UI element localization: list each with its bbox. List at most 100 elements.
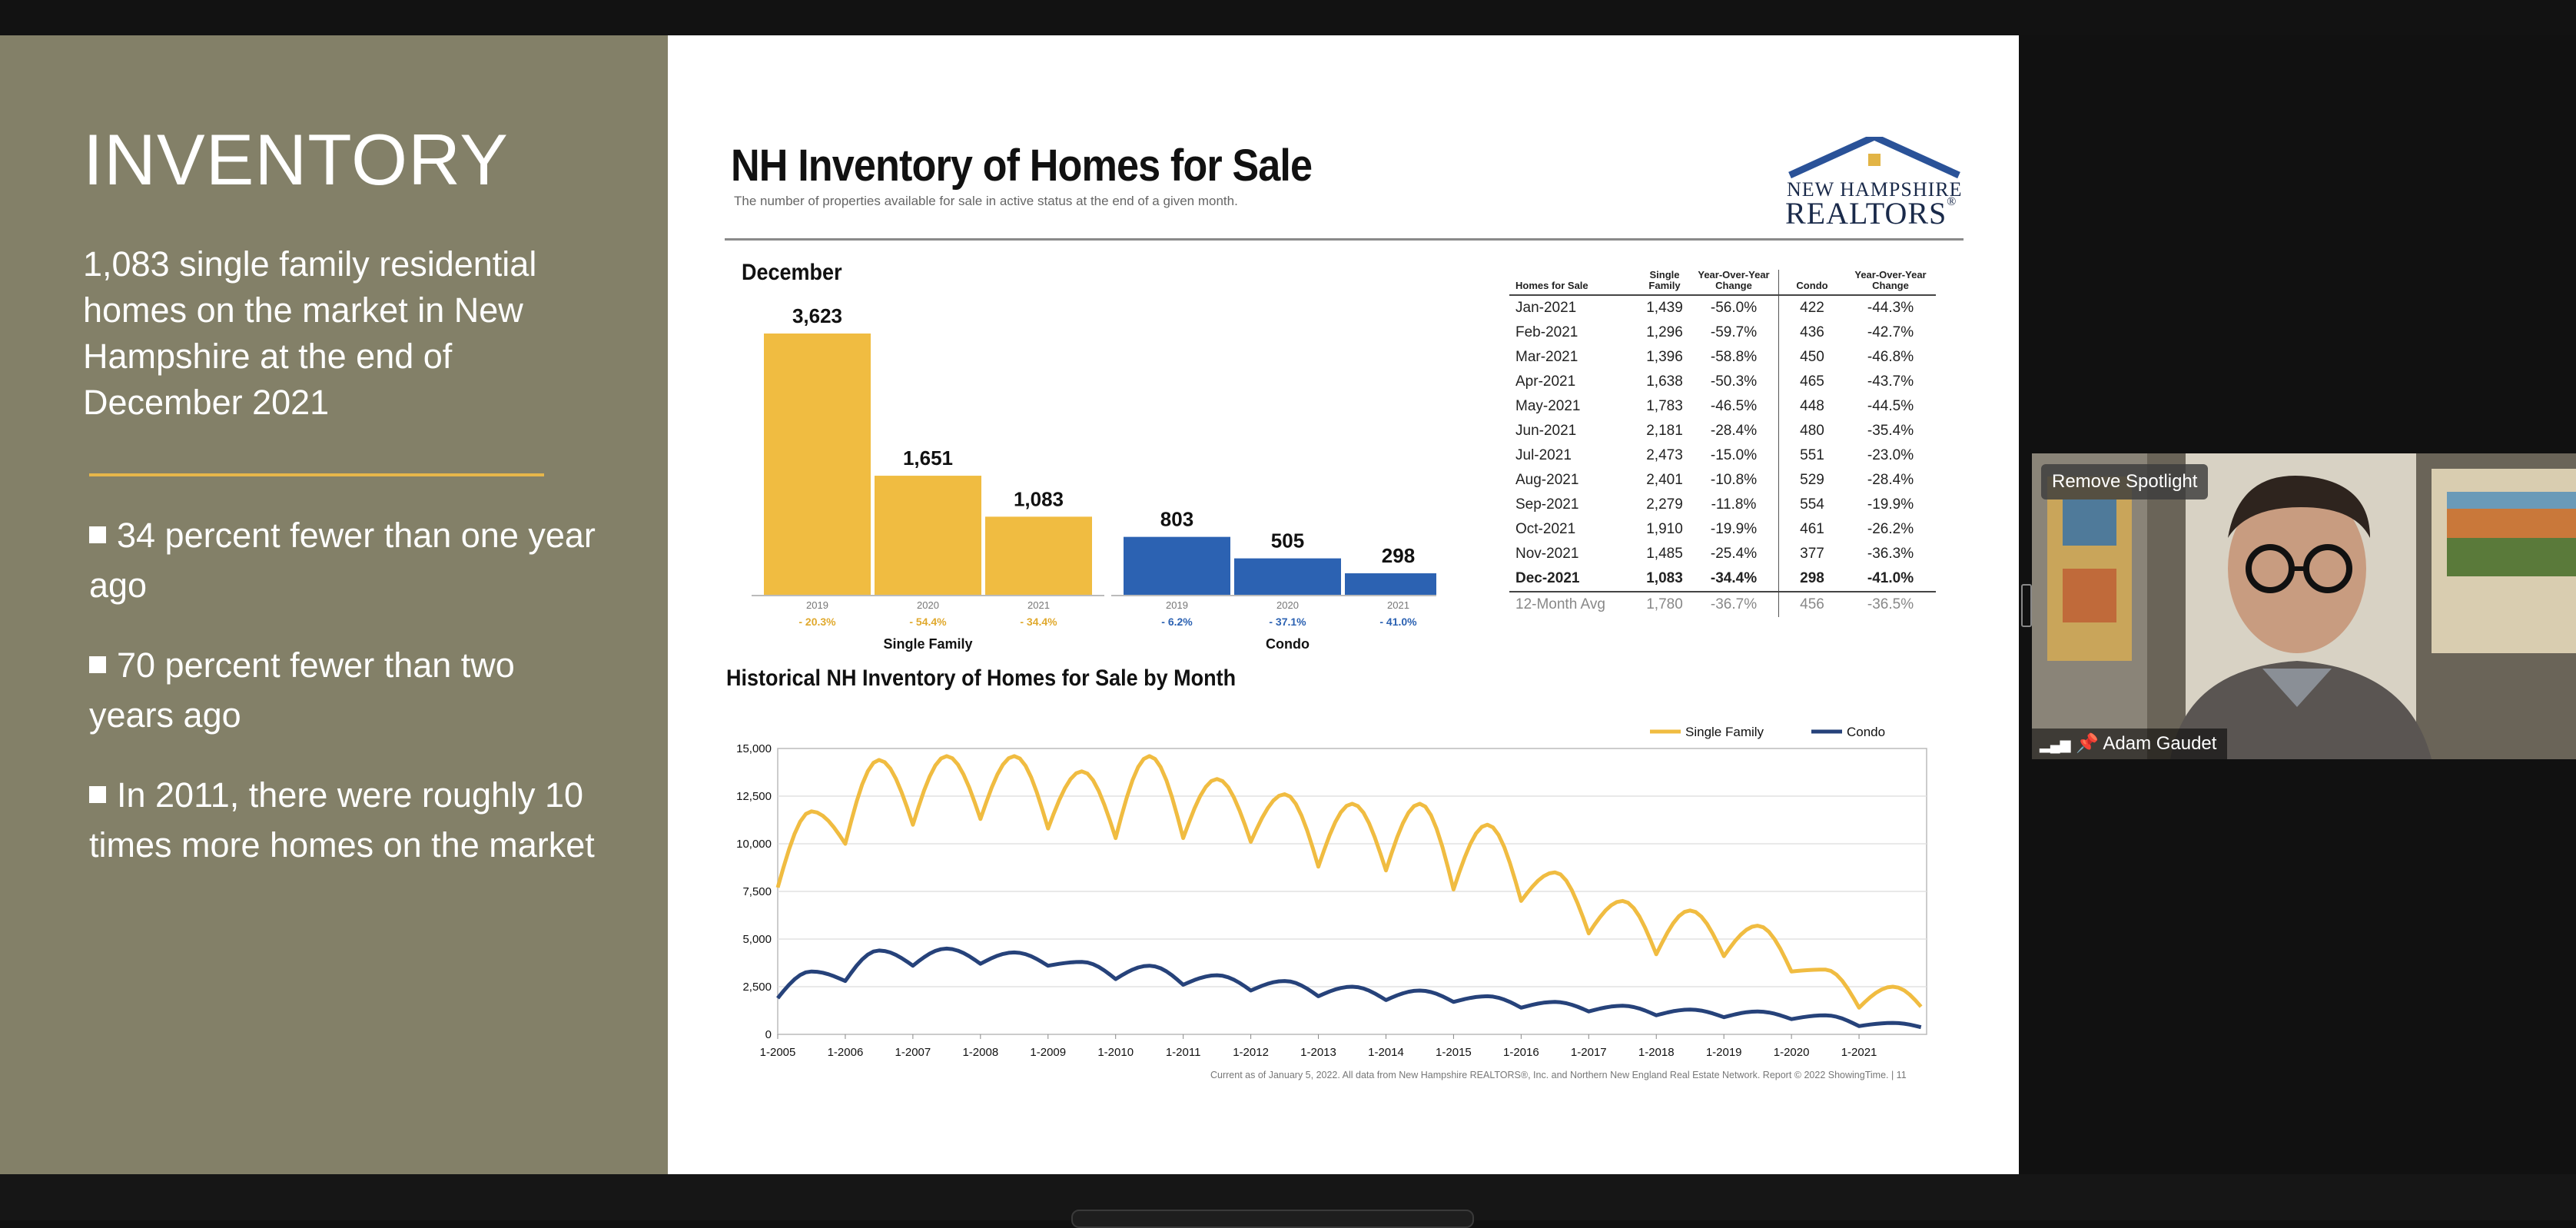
- y-tick-label: 0: [765, 1028, 772, 1041]
- table-cell: Jul-2021: [1515, 447, 1572, 463]
- remove-spotlight-button[interactable]: Remove Spotlight: [2041, 464, 2209, 499]
- x-tick-label: 1-2021: [1841, 1046, 1877, 1059]
- table-row: May-2021 1,783 -46.5% 448 -44.5%: [1509, 394, 1936, 419]
- table-cell: 1,910: [1646, 521, 1683, 537]
- x-tick-label: 1-2019: [1706, 1046, 1742, 1059]
- bar-year-label: 2021: [1387, 599, 1409, 611]
- table-header: Condo: [1778, 270, 1845, 296]
- table-row: Jan-2021 1,439 -56.0% 422 -44.3%: [1509, 295, 1936, 320]
- table-cell: Jun-2021: [1515, 423, 1577, 439]
- toolbar-handle[interactable]: [1071, 1210, 1474, 1228]
- bar-change-label: - 34.4%: [1020, 616, 1057, 628]
- table-cell: 1,083: [1640, 566, 1689, 592]
- signal-bars-icon: ▂▄▆: [2040, 737, 2071, 752]
- table-cell: -46.5%: [1689, 394, 1779, 419]
- table-cell: 377: [1800, 546, 1824, 562]
- bar-single-family-2020: [875, 476, 981, 595]
- participant-video[interactable]: [2032, 453, 2576, 759]
- table-cell: Oct-2021: [1515, 521, 1576, 537]
- table-cell: -46.8%: [1867, 349, 1914, 365]
- table-cell: 461: [1800, 521, 1824, 537]
- bar-year-label: 2020: [917, 599, 939, 611]
- bar-value-label: 1,651: [903, 446, 953, 470]
- bar-change-label: - 41.0%: [1379, 616, 1417, 628]
- table-row: Sep-2021 2,279 -11.8% 554 -19.9%: [1509, 493, 1936, 517]
- x-tick-label: 1-2006: [828, 1046, 864, 1059]
- table-header: Single Family: [1640, 270, 1689, 296]
- x-tick-label: 1-2014: [1368, 1046, 1404, 1059]
- table-cell: -36.3%: [1867, 546, 1914, 562]
- bar-year-label: 2020: [1276, 599, 1299, 611]
- x-tick-label: 1-2018: [1638, 1046, 1675, 1059]
- table-cell: 1,439: [1646, 300, 1683, 316]
- table-cell: -36.5%: [1867, 596, 1914, 612]
- table-row: Jul-2021 2,473 -15.0% 551 -23.0%: [1509, 443, 1936, 468]
- table-cell: 422: [1800, 300, 1824, 316]
- bar-condo-2021: [1345, 573, 1436, 595]
- historical-line-chart: 0 2,500 5,000 7,500 10,000 12,500 15,000 1-2005…: [736, 725, 1927, 1059]
- y-tick-label: 5,000: [742, 933, 772, 946]
- table-cell: -43.7%: [1867, 373, 1914, 390]
- bullet-item: 34 percent fewer than one year ago: [89, 516, 596, 605]
- table-cell: -15.0%: [1689, 443, 1779, 468]
- summary-panel: INVENTORY 1,083 single family residentia…: [0, 35, 668, 1174]
- table-cell: 448: [1800, 398, 1824, 414]
- legend-label: Condo: [1847, 725, 1885, 739]
- top-bar: [0, 0, 2576, 35]
- panel-divider: [89, 473, 544, 476]
- bar-value-label: 3,623: [792, 304, 842, 327]
- table-cell: -10.8%: [1689, 468, 1779, 493]
- x-tick-label: 1-2009: [1030, 1046, 1066, 1059]
- legend-label: Single Family: [1685, 725, 1764, 739]
- panel-title: INVENTORY: [83, 119, 509, 200]
- panel-resize-handle[interactable]: [2021, 584, 2032, 627]
- table-cell: 436: [1800, 324, 1824, 340]
- table-cell: 1,638: [1646, 373, 1683, 390]
- x-tick-label: 1-2013: [1300, 1046, 1336, 1059]
- table-cell: -35.4%: [1867, 423, 1914, 439]
- table-cell: -19.9%: [1689, 517, 1779, 542]
- table-cell: 529: [1800, 472, 1824, 488]
- table-cell: 554: [1800, 496, 1824, 513]
- table-cell: 456: [1800, 596, 1824, 612]
- y-tick-label: 2,500: [742, 981, 772, 994]
- table-row: Aug-2021 2,401 -10.8% 529 -28.4%: [1509, 468, 1936, 493]
- header-divider: [725, 238, 1964, 241]
- table-cell: -34.4%: [1689, 566, 1779, 592]
- slide-title: NH Inventory of Homes for Sale: [731, 141, 1313, 191]
- table-cell: Sep-2021: [1515, 496, 1579, 513]
- inventory-table: Homes for Sale Single Family Year-Over-Y…: [1509, 270, 1936, 617]
- table-cell: 298: [1778, 566, 1845, 592]
- bullet-item: In 2011, there were roughly 10 times mor…: [89, 775, 595, 865]
- table-cell: Mar-2021: [1515, 349, 1578, 365]
- table-header: Year-Over-Year Change: [1845, 270, 1936, 296]
- table-row: Jun-2021 2,181 -28.4% 480 -35.4%: [1509, 419, 1936, 443]
- square-bullet-icon: [89, 526, 106, 544]
- table-cell: -28.4%: [1689, 419, 1779, 443]
- x-tick-label: 1-2007: [895, 1046, 931, 1059]
- table-header: Homes for Sale: [1509, 270, 1640, 296]
- panel-summary: 1,083 single family residential homes on…: [83, 244, 537, 422]
- table-cell: Aug-2021: [1515, 472, 1579, 488]
- table-cell: -56.0%: [1689, 295, 1779, 320]
- series-line-single-family: [775, 754, 1923, 1010]
- table-cell: -23.0%: [1867, 447, 1914, 463]
- bar-change-label: - 20.3%: [798, 616, 836, 628]
- pin-icon: 📌: [2076, 733, 2100, 754]
- series-line-condo: [776, 946, 1922, 1030]
- bullet-item: 70 percent fewer than two years ago: [89, 646, 515, 735]
- table-cell: -26.2%: [1867, 521, 1914, 537]
- y-tick-label: 7,500: [742, 885, 772, 898]
- x-tick-label: 1-2005: [760, 1046, 796, 1059]
- table-cell: 551: [1800, 447, 1824, 463]
- table-cell: 480: [1800, 423, 1824, 439]
- table-cell: -59.7%: [1689, 320, 1779, 345]
- table-row: Feb-2021 1,296 -59.7% 436 -42.7%: [1509, 320, 1936, 345]
- bar-year-label: 2019: [1166, 599, 1188, 611]
- table-cell: Feb-2021: [1515, 324, 1578, 340]
- historical-label: Historical NH Inventory of Homes for Sal…: [726, 665, 1237, 691]
- presentation-slide: NH Inventory of Homes for Sale The numbe…: [668, 35, 2019, 1174]
- table-cell: -58.8%: [1689, 345, 1779, 370]
- table-cell: Jan-2021: [1515, 300, 1577, 316]
- bar-change-label: - 54.4%: [909, 616, 947, 628]
